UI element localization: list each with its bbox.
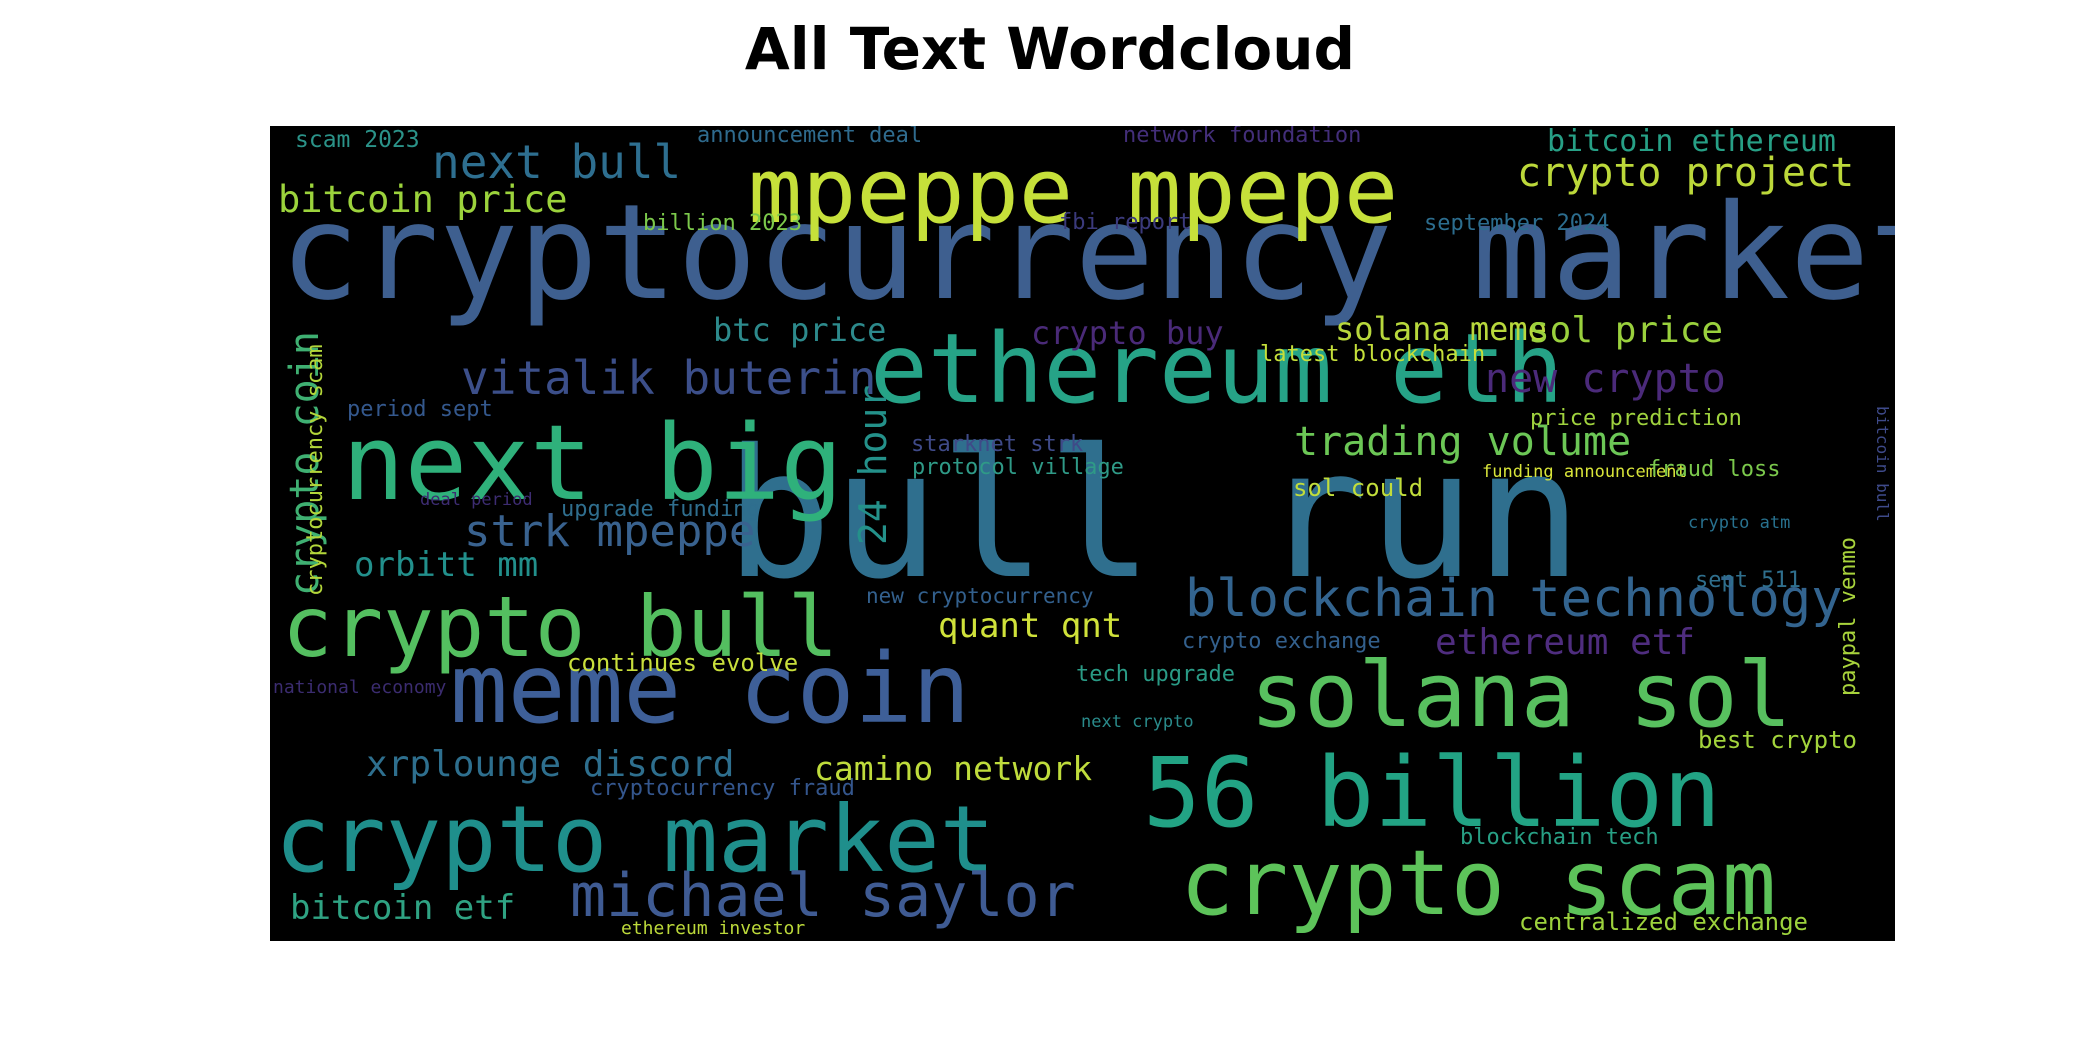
word-best-crypto: best crypto (1698, 726, 1857, 754)
word-quant-qnt: quant qnt (938, 606, 1122, 646)
word-ethereum-eth: ethereum eth (870, 313, 1564, 425)
word-blockchain-technology: blockchain technology (1185, 569, 1842, 629)
word-cryptocurrency-market: cryptocurrency market (280, 176, 1895, 330)
word-period-sept: period sept (347, 397, 493, 422)
word-vitalik-buterin: vitalik buterin (461, 351, 876, 405)
word-crypto-coin: crypto coin (282, 331, 328, 596)
word-camino-network: camino network (814, 749, 1092, 788)
word-crypto-exchange: crypto exchange (1182, 629, 1381, 654)
word-new-crypto: new crypto (1485, 356, 1726, 402)
wordcloud-svg: cryptocurrency market bull run mpeppe mpep… (273, 126, 1895, 939)
chart-title: All Text Wordcloud (744, 15, 1356, 83)
word-centralized-exchange: centralized exchange (1519, 908, 1808, 936)
word-starknet-strk: starknet strk (911, 432, 1083, 457)
word-price-prediction: price prediction (1530, 406, 1742, 431)
word-24-hour: 24 hour (851, 385, 895, 545)
word-solana-sol: solana sol (1250, 643, 1792, 748)
word-next-crypto: next crypto (1081, 712, 1194, 732)
word-network-foundation: network foundation (1123, 126, 1361, 148)
wordcloud-panel: cryptocurrency market bull run mpeppe mpep… (270, 126, 1895, 941)
word-bitcoin-price: bitcoin price (278, 178, 568, 221)
word-next-big: next big (342, 402, 843, 524)
word-crypto-project: crypto project (1517, 150, 1854, 196)
word-scam-2023: scam 2023 (295, 127, 420, 153)
word-national-economy: national economy (273, 677, 447, 698)
word-billion-2023: billion 2023 (643, 211, 802, 236)
word-tech-upgrade: tech upgrade (1076, 662, 1235, 687)
word-crypto-bull: crypto bull (282, 578, 838, 676)
word-crypto-buy: crypto buy (1031, 314, 1224, 352)
word-trading-volume: trading volume (1294, 419, 1631, 465)
word-meme-coin: meme coin (450, 633, 970, 745)
word-bitcoin-bull: bitcoin bull (1873, 406, 1892, 522)
word-solana-meme: solana meme (1335, 310, 1547, 348)
word-new-cryptocurrency: new cryptocurrency (866, 584, 1094, 608)
word-continues-evolve: continues evolve (567, 649, 798, 677)
word-upgrade-funding: upgrade funding (561, 497, 760, 522)
word-announcement-deal: announcement deal (697, 126, 922, 148)
word-september-2024: september 2024 (1424, 211, 1609, 236)
word-56-billion: 56 billion (1143, 737, 1721, 849)
word-next-bull: next bull (432, 135, 681, 189)
word-bitcoin-ethereum: bitcoin ethereum (1547, 126, 1836, 159)
word-michael-saylor: michael saylor (570, 861, 1076, 931)
word-crypto-atm: crypto atm (1688, 513, 1790, 533)
word-cryptocurrency-fraud: cryptocurrency fraud (590, 776, 855, 801)
word-fraud-loss: fraud loss (1648, 457, 1780, 482)
word-deal-period: deal period (420, 490, 533, 510)
word-fbi-report: fbi report (1059, 210, 1191, 235)
word-bitcoin-etf: bitcoin etf (290, 888, 515, 928)
word-paypal-venmo: paypal venmo (1836, 537, 1861, 696)
word-latest-blockchain: latest blockchain (1260, 342, 1485, 367)
word-funding-announcement: funding announcement (1482, 462, 1687, 482)
word-mpeppe-mpepe: mpeppe mpepe (748, 139, 1398, 244)
word-crypto-market: crypto market (275, 786, 995, 893)
word-blockchain-tech: blockchain tech (1460, 825, 1659, 850)
word-bull-run: bull run (725, 411, 1582, 618)
word-orbitt-mm: orbitt mm (354, 545, 538, 585)
word-sol-price: sol price (1528, 310, 1723, 351)
word-ethereum-etf: ethereum etf (1435, 622, 1695, 663)
word-strk-mpeppe: strk mpeppe (464, 506, 755, 557)
word-btc-price: btc price (713, 311, 886, 349)
word-sept-511: sept 511 (1695, 568, 1801, 593)
word-xrplounge-discord: xrplounge discord (366, 744, 734, 785)
word-sol-could: sol could (1293, 474, 1423, 502)
word-ethereum-investor: ethereum investor (621, 918, 805, 939)
word-crypto-scam: crypto scam (1180, 831, 1776, 936)
word-protocol-village: protocol village (912, 455, 1124, 480)
word-cryptocurrency-scam: cryptocurrency scam (303, 344, 328, 596)
